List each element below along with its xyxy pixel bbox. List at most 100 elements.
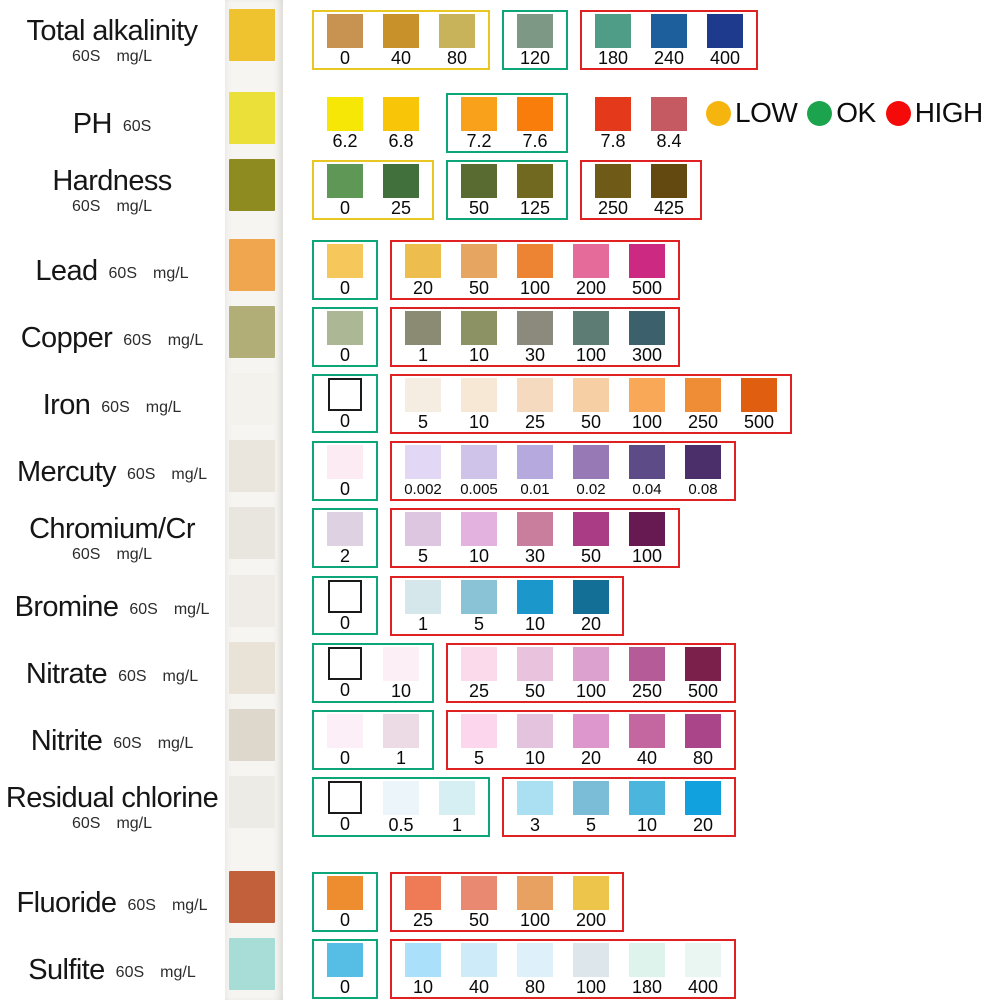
value-label: 0.002 [404, 481, 442, 498]
swatch-cell: 0.02 [563, 445, 619, 498]
parameter-row: Nitrite 60S mg/L 0 1 5 10 20 40 80 [0, 710, 1000, 772]
color-swatch [327, 445, 363, 479]
color-swatch [405, 580, 441, 614]
parameter-sublabel: 60S mg/L [118, 668, 198, 686]
color-swatch [573, 244, 609, 278]
swatch-cell: 80 [429, 14, 485, 67]
value-label: 0.01 [520, 481, 550, 498]
value-label: 30 [524, 345, 546, 365]
swatch-cell: 10 [507, 580, 563, 633]
zone-box-high: 25 50 100 200 [390, 872, 624, 932]
swatch-groups: 0 5 10 25 50 100 250 500 [312, 374, 792, 434]
value-label: 10 [468, 345, 490, 365]
swatch-cell: 25 [451, 647, 507, 700]
low-dot-icon [706, 100, 731, 126]
color-swatch [685, 943, 721, 977]
parameter-sublabel: 60S mg/L [127, 466, 207, 484]
color-swatch [707, 14, 743, 48]
color-swatch [573, 876, 609, 910]
swatch-cell: 10 [373, 647, 429, 700]
parameter-label: Bromine 60S mg/L [0, 592, 224, 622]
reaction-time: 60S [71, 48, 101, 66]
value-label: 0 [339, 345, 350, 365]
parameter-label: Sulfite 60S mg/L [0, 955, 224, 985]
swatch-cell: 6.8 [373, 97, 429, 150]
swatch-cell: 30 [507, 311, 563, 364]
parameter-label: Nitrite 60S mg/L [0, 726, 224, 756]
swatch-cell: 400 [675, 943, 731, 996]
zone-box-ok: 0 [312, 374, 378, 433]
parameter-sublabel: 60S mg/L [101, 399, 181, 417]
value-label: 250 [631, 681, 663, 701]
unit-label: mg/L [157, 734, 194, 752]
color-swatch [651, 14, 687, 48]
value-label: 10 [412, 977, 434, 997]
value-label: 3 [529, 815, 540, 835]
value-label: 25 [390, 198, 412, 218]
zone-box-none: 7.8 8.4 [580, 93, 702, 153]
color-swatch [461, 714, 497, 748]
value-label: 20 [412, 278, 434, 298]
value-label: 1 [417, 345, 428, 365]
parameter-name: Nitrate [25, 657, 108, 690]
parameter-sublabel: 60S mg/L [113, 734, 194, 753]
zone-box-ok: 2 [312, 508, 378, 568]
color-swatch [573, 580, 609, 614]
value-label: 40 [468, 977, 490, 997]
value-label: 0 [339, 411, 350, 431]
value-label: 25 [524, 412, 546, 432]
value-label: 1 [417, 614, 428, 634]
color-swatch [383, 714, 419, 748]
swatch-groups: 0 10 25 50 100 250 500 [312, 643, 736, 703]
parameter-name: Nitrite [30, 724, 103, 757]
color-swatch [517, 378, 553, 412]
color-swatch [461, 244, 497, 278]
swatch-cell: 25 [507, 378, 563, 431]
swatch-cell: 0 [317, 445, 373, 498]
swatch-cell: 100 [507, 876, 563, 929]
reaction-time: 60S [127, 896, 156, 914]
color-swatch [573, 714, 609, 748]
color-swatch [595, 164, 631, 198]
zone-box-high: 5 10 20 40 80 [446, 710, 736, 770]
parameter-sublabel: 60S mg/L [116, 964, 196, 982]
test-strip-pad [229, 507, 275, 559]
parameter-name: Sulfite [28, 953, 105, 986]
color-swatch [461, 97, 497, 131]
parameter-name: Bromine [14, 590, 119, 623]
value-label: 20 [580, 748, 602, 768]
color-swatch [328, 647, 362, 680]
color-swatch [405, 311, 441, 345]
color-swatch [405, 244, 441, 278]
swatch-cell: 7.2 [451, 97, 507, 150]
parameter-name: Iron [42, 388, 91, 421]
parameter-label: Nitrate 60S mg/L [0, 659, 224, 689]
swatch-groups: 2 5 10 30 50 100 [312, 508, 680, 568]
value-label: 0 [339, 748, 350, 768]
parameter-name: Hardness [52, 165, 172, 198]
unit-label: mg/L [153, 264, 189, 282]
swatch-cell: 0 [317, 164, 373, 217]
parameter-name: Mercuty [17, 455, 117, 488]
zone-box-high: 25 50 100 250 500 [446, 643, 736, 703]
color-swatch [461, 876, 497, 910]
color-swatch [517, 164, 553, 198]
parameter-name: Lead [35, 254, 98, 287]
color-swatch [327, 512, 363, 546]
color-swatch [595, 97, 631, 131]
value-label: 50 [580, 546, 602, 566]
value-label: 0.005 [460, 481, 498, 498]
parameter-sublabel: 60S mg/L [0, 546, 224, 564]
test-strip-pad [229, 440, 275, 492]
parameter-name: Copper [20, 321, 113, 354]
value-label: 125 [519, 198, 551, 218]
color-swatch [405, 512, 441, 546]
value-label: 7.6 [522, 131, 548, 151]
zone-box-high: 250 425 [580, 160, 702, 220]
color-swatch [327, 164, 363, 198]
value-label: 10 [636, 815, 658, 835]
color-swatch [405, 445, 441, 479]
swatch-cell: 0 [317, 943, 373, 996]
swatch-cell: 10 [451, 512, 507, 565]
swatch-cell: 180 [585, 14, 641, 67]
